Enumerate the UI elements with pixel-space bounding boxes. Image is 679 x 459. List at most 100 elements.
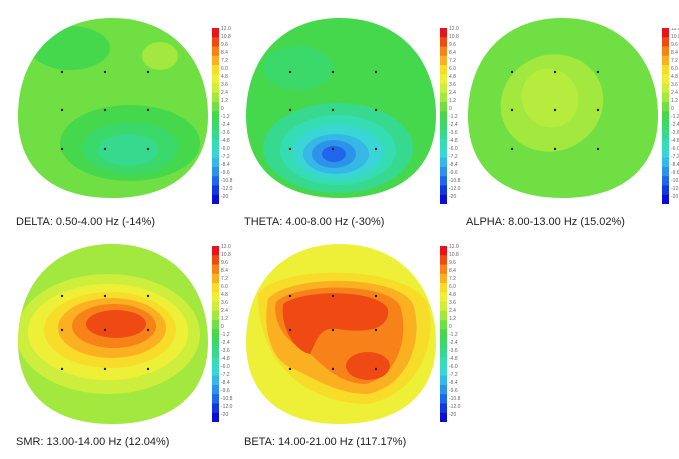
scale-tick-label: -3.6 — [671, 130, 679, 136]
scale-swatch — [662, 83, 669, 94]
scale-swatch — [440, 166, 447, 177]
scale-tick-label: 7.2 — [221, 58, 228, 64]
scale-tick-label: -7.2 — [449, 154, 458, 160]
scale-tick-label: 6.0 — [449, 66, 456, 72]
scale-tick-label: 2.4 — [449, 308, 456, 314]
scale-swatch — [212, 366, 219, 377]
scale-swatch — [212, 255, 219, 266]
scale-swatch — [212, 185, 219, 196]
scale-tick-label: 9.6 — [671, 42, 678, 48]
scale-tick-label: 2.4 — [221, 90, 228, 96]
scale-tick-label: -7.2 — [221, 372, 230, 378]
scale-swatch — [212, 111, 219, 122]
scale-tick-label: -1.2 — [449, 332, 458, 338]
electrode-dots-theta — [288, 70, 378, 151]
scale-tick-label: 1.2 — [449, 316, 456, 322]
scale-swatch — [440, 185, 447, 196]
scale-tick-label: 6.0 — [671, 66, 678, 72]
scale-swatch — [662, 166, 669, 177]
scale-tick-label: -10.8 — [449, 178, 461, 184]
scale-tick-label: -6.0 — [671, 146, 679, 152]
scale-swatch — [440, 329, 447, 340]
topomap-panel-alpha: ALPHA: 8.00-13.00 Hz (15.02%) — [460, 8, 679, 233]
scale-swatch — [440, 384, 447, 395]
color-scale-theta: 12.0 10.8 9.6 8.4 7.2 6.0 4.8 3.6 2.4 1.2 0 -1.2 -2.… — [440, 26, 466, 204]
scale-tick-label: 6.0 — [449, 284, 456, 290]
scale-swatch — [212, 55, 219, 66]
electrode-dots-beta — [288, 294, 378, 371]
scale-swatch — [662, 46, 669, 57]
topomap-panel-delta: DELTA: 0.50-4.00 Hz (-14%) — [10, 8, 236, 233]
scale-tick-label: -12.0 — [671, 186, 679, 192]
scale-swatch — [212, 92, 219, 103]
scale-swatch — [212, 129, 219, 140]
scale-swatch — [212, 273, 219, 284]
scale-swatch — [212, 338, 219, 349]
scale-swatch — [440, 273, 447, 284]
scale-swatch — [212, 139, 219, 149]
scale-tick-label: 1.2 — [221, 316, 228, 322]
scale-tick-label: -1.2 — [221, 114, 230, 120]
scale-tick-label: -12.0 — [221, 186, 233, 192]
scale-tick-label: 0 — [221, 324, 224, 330]
color-scale-delta: 12.0 10.8 9.6 8.4 7.2 6.0 4.8 3.6 2.4 1.2 0 -1.2 -2.… — [212, 26, 238, 204]
scale-swatch — [440, 264, 447, 275]
scale-tick-label: -9.6 — [671, 170, 679, 176]
scale-tick-label: 7.2 — [449, 276, 456, 282]
scale-tick-label: -20 — [449, 412, 457, 418]
scale-swatch — [440, 301, 447, 312]
scale-swatch — [212, 65, 219, 75]
scale-swatch — [212, 157, 219, 168]
topomap-panel-theta: THETA: 4.00-8.00 Hz (-30%) — [238, 8, 464, 233]
scale-tick-label: 1.2 — [221, 98, 228, 104]
scale-tick-label: 2.4 — [449, 90, 456, 96]
scale-swatch — [440, 129, 447, 140]
electrode-dots-alpha — [510, 70, 600, 151]
scale-tick-label: 8.4 — [671, 50, 678, 56]
scale-tick-label: 12.0 — [221, 244, 231, 250]
scale-swatch — [662, 65, 669, 75]
scale-swatch — [440, 255, 447, 266]
scale-swatch — [212, 102, 219, 112]
scale-swatch — [440, 83, 447, 94]
scale-swatch — [662, 148, 669, 159]
scale-tick-label: 3.6 — [449, 82, 456, 88]
scale-tick-label: -7.2 — [221, 154, 230, 160]
scale-bar — [212, 28, 219, 204]
scale-tick-label: 4.8 — [221, 74, 228, 80]
scale-swatch — [662, 129, 669, 140]
scale-swatch — [212, 120, 219, 131]
scale-swatch — [212, 74, 219, 85]
scale-tick-label: 0 — [449, 324, 452, 330]
scale-tick-label: -2.4 — [449, 340, 458, 346]
scale-bar — [440, 246, 447, 422]
scale-tick-label: -10.8 — [671, 178, 679, 184]
scale-tick-label: 4.8 — [449, 74, 456, 80]
scale-swatch — [440, 157, 447, 168]
scale-tick-label: -4.8 — [221, 138, 230, 144]
head-map-theta — [246, 18, 436, 198]
scale-swatch — [440, 292, 447, 303]
scale-tick-label: -4.8 — [449, 356, 458, 362]
scale-tick-label: 9.6 — [221, 42, 228, 48]
scale-swatch — [212, 301, 219, 312]
scale-tick-label: 7.2 — [449, 58, 456, 64]
scale-tick-label: -12.0 — [449, 404, 461, 410]
scale-swatch — [440, 92, 447, 103]
scale-swatch — [440, 102, 447, 112]
scale-tick-label: -6.0 — [221, 364, 230, 370]
scale-tick-label: 8.4 — [221, 50, 228, 56]
scale-tick-label: 4.8 — [671, 74, 678, 80]
caption-alpha: ALPHA: 8.00-13.00 Hz (15.02%) — [466, 216, 625, 228]
caption-beta: BETA: 14.00-21.00 Hz (117.17%) — [244, 436, 407, 448]
scale-swatch — [440, 65, 447, 75]
scale-tick-label: 1.2 — [449, 98, 456, 104]
scale-swatch — [440, 148, 447, 159]
scale-bar — [440, 28, 447, 204]
scale-swatch — [440, 283, 447, 293]
scale-tick-label: -3.6 — [221, 130, 230, 136]
scale-swatch — [212, 384, 219, 395]
scale-tick-label: -2.4 — [671, 122, 679, 128]
scale-tick-label: -10.8 — [221, 396, 233, 402]
scale-tick-label: -1.2 — [449, 114, 458, 120]
